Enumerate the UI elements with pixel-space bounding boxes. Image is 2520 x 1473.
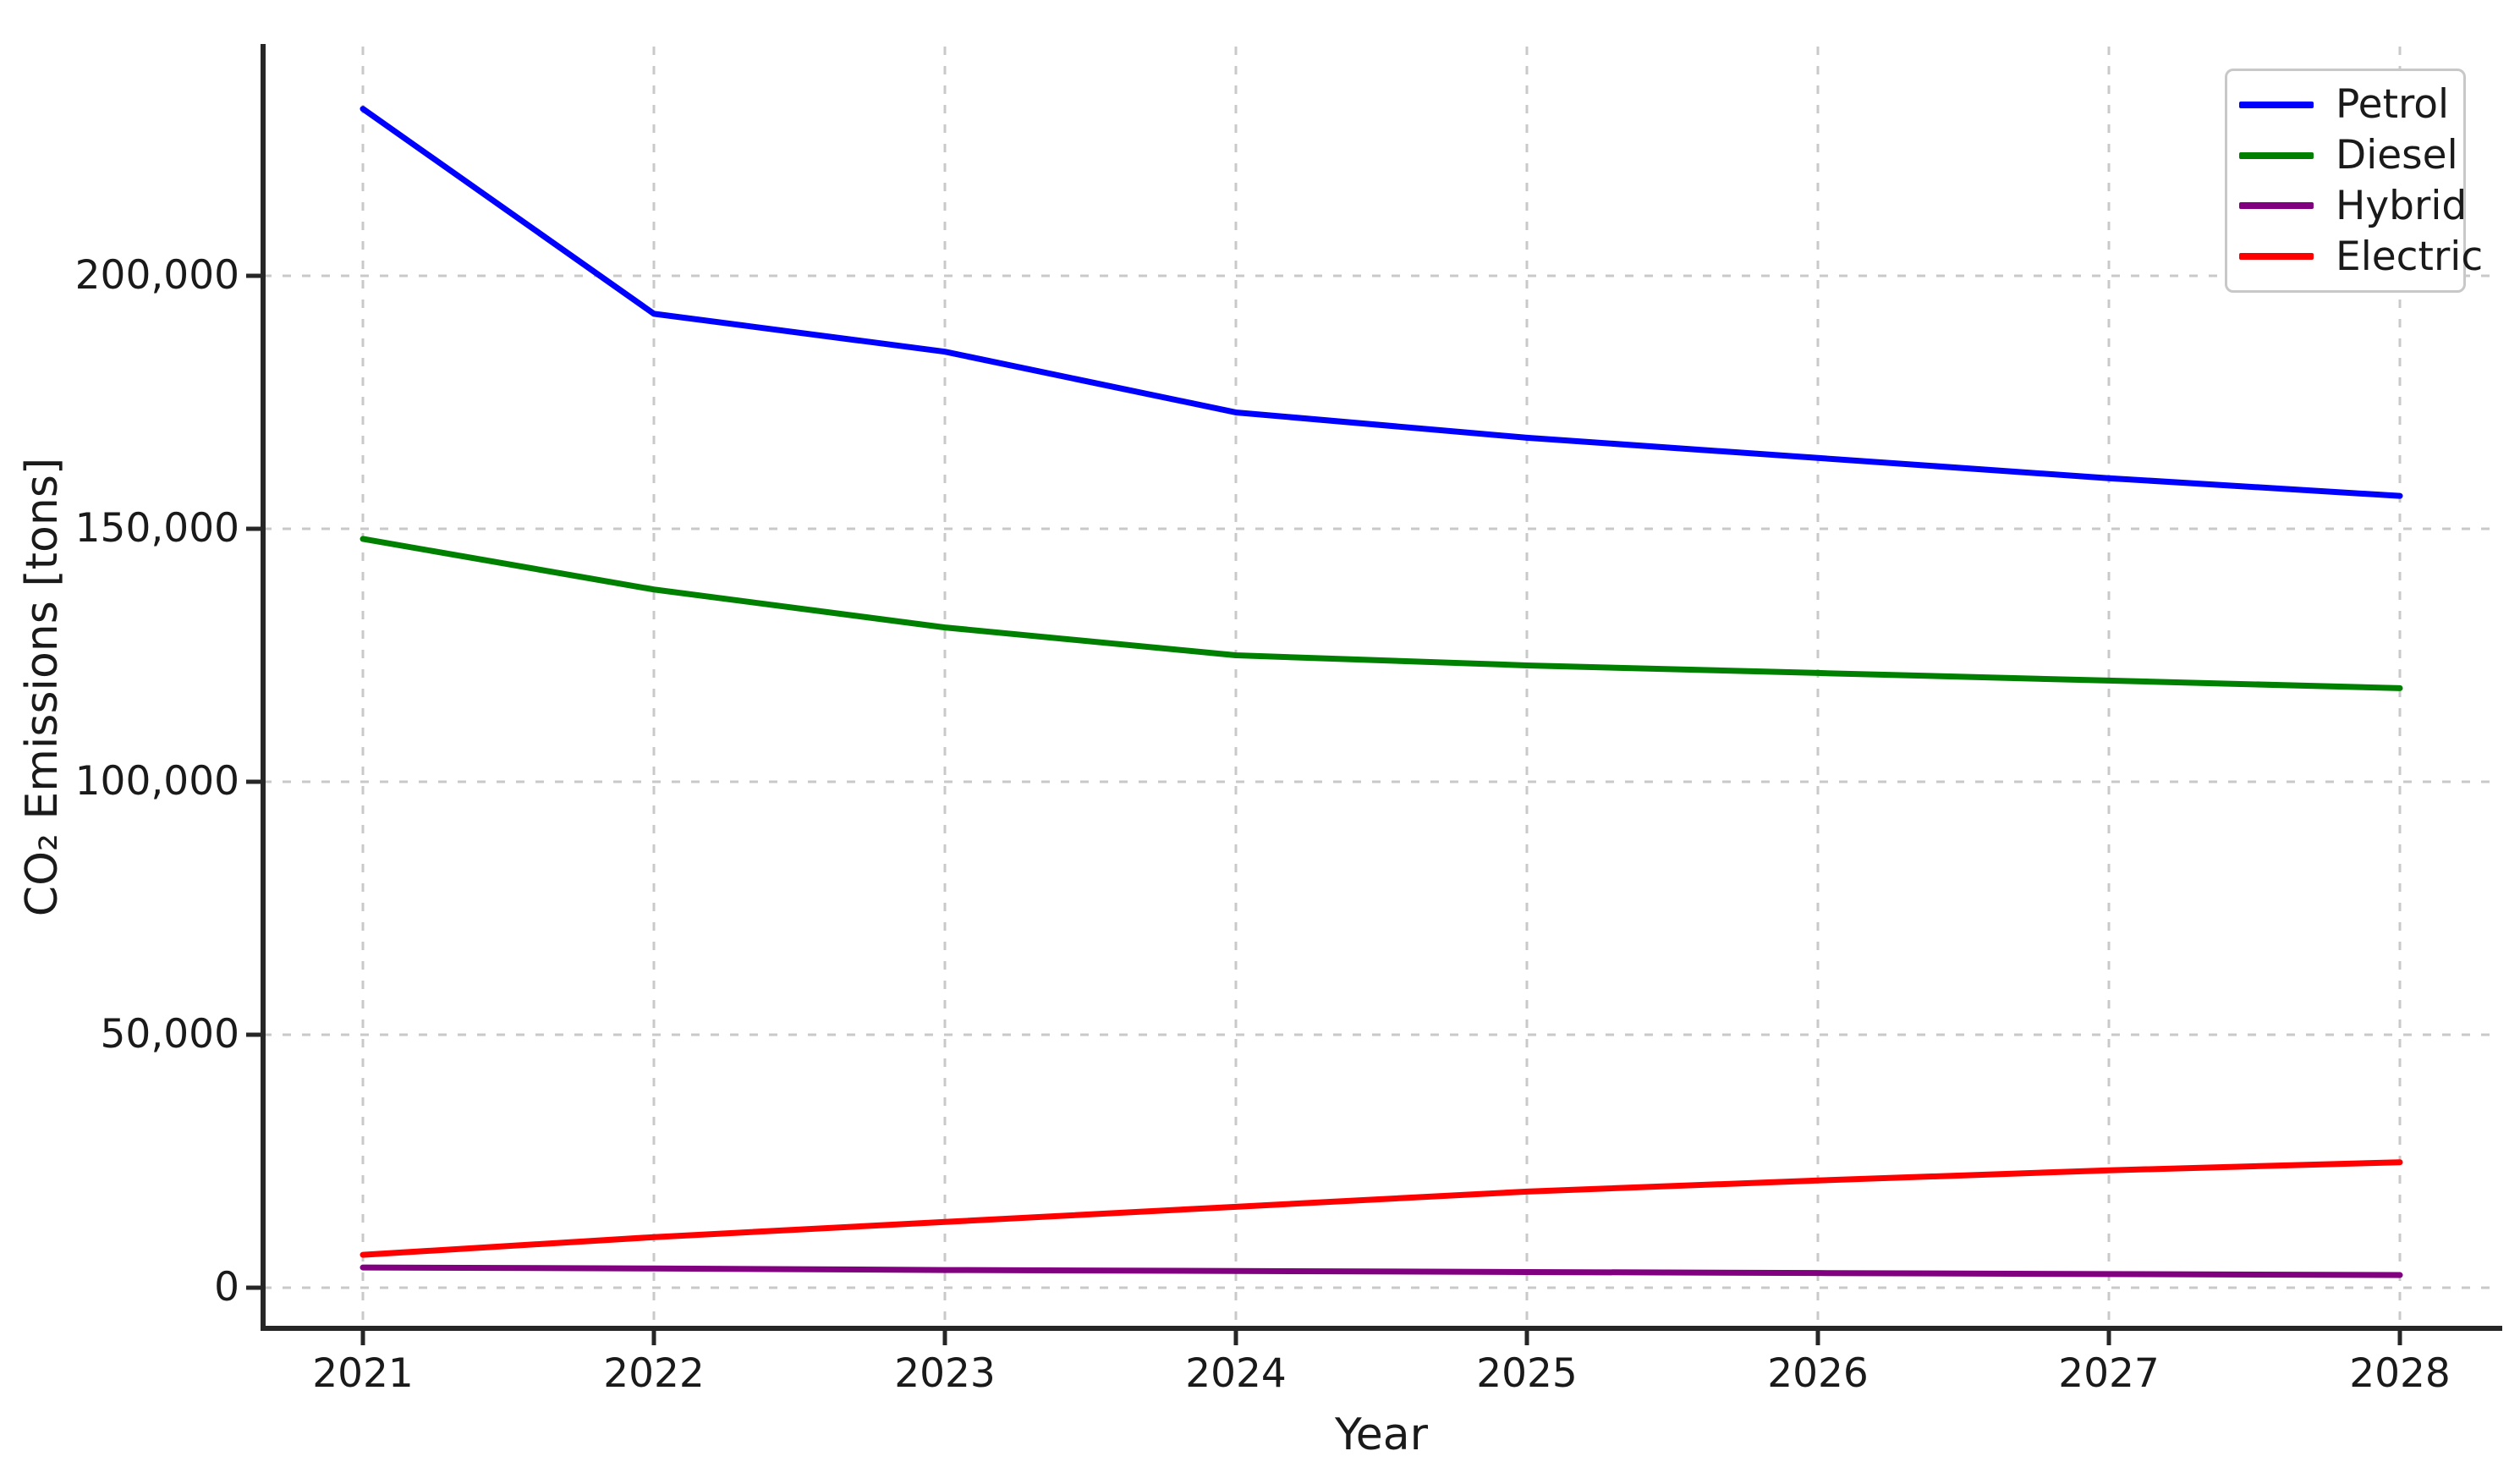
x-tick-label-2028: 2028 bbox=[2349, 1350, 2451, 1397]
legend-item-electric: Electric bbox=[2239, 237, 2483, 277]
legend-item-hybrid: Hybrid bbox=[2239, 186, 2467, 226]
x-axis-title: Year bbox=[1334, 1410, 1429, 1460]
x-tick-label-2024: 2024 bbox=[1185, 1350, 1287, 1397]
x-tick-label-2026: 2026 bbox=[1767, 1350, 1869, 1397]
x-tick-label-2023: 2023 bbox=[894, 1350, 996, 1397]
series-line-electric bbox=[360, 1159, 2403, 1258]
y-tick-label-100,000: 100,000 bbox=[74, 758, 239, 805]
series-line-diesel bbox=[360, 536, 2403, 691]
x-tick-label-2022: 2022 bbox=[603, 1350, 705, 1397]
legend-label-diesel: Diesel bbox=[2336, 132, 2458, 179]
y-tick-label-200,000: 200,000 bbox=[74, 252, 239, 299]
legend-label-electric: Electric bbox=[2336, 233, 2484, 280]
x-tick-label-2027: 2027 bbox=[2058, 1350, 2160, 1397]
legend-label-hybrid: Hybrid bbox=[2336, 182, 2468, 229]
series-line-hybrid bbox=[360, 1264, 2403, 1278]
y-tick-label-150,000: 150,000 bbox=[74, 505, 239, 552]
legend-label-petrol: Petrol bbox=[2336, 81, 2450, 129]
legend-swatch-diesel bbox=[2239, 151, 2314, 159]
series-line-petrol bbox=[360, 106, 2403, 499]
legend-item-petrol: Petrol bbox=[2239, 85, 2463, 124]
x-tick-label-2025: 2025 bbox=[1476, 1350, 1578, 1397]
y-tick-label-50,000: 50,000 bbox=[100, 1011, 239, 1058]
y-axis-title: CO₂ Emissions [tons] bbox=[17, 457, 68, 917]
legend: Petrol Diesel Hybrid Electric bbox=[2225, 69, 2483, 293]
legend-swatch-hybrid bbox=[2239, 202, 2314, 210]
legend-item-diesel: Diesel bbox=[2239, 135, 2463, 175]
legend-swatch-electric bbox=[2239, 253, 2314, 261]
legend-swatch-petrol bbox=[2239, 101, 2314, 108]
y-tick-label-0: 0 bbox=[214, 1264, 239, 1311]
x-tick-label-2021: 2021 bbox=[312, 1350, 414, 1397]
